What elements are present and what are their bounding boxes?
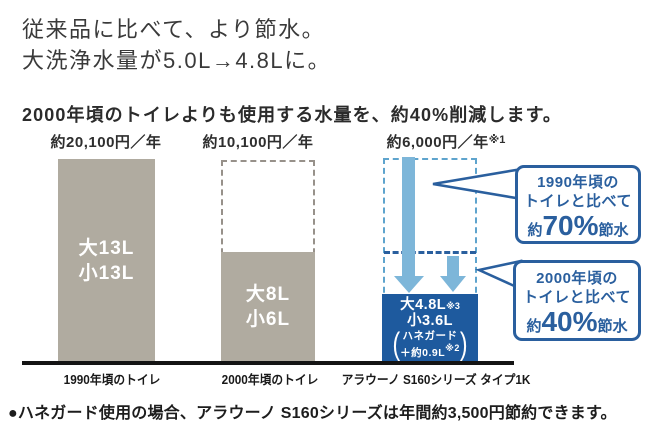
saving-arrow-1990-head xyxy=(394,276,424,293)
haneguard-extra-text: ＋約0.9L xyxy=(400,346,446,359)
subtitle: 2000年頃のトイレよりも使用する水量を、約40%削減します。 xyxy=(22,105,563,125)
cost-label-arauno-text: 約6,000円／年 xyxy=(386,134,489,151)
cost-label-arauno: 約6,000円／年※1 xyxy=(387,131,506,152)
bar-2000: 大8L 小6L xyxy=(221,252,315,362)
saving-arrow-2000-head xyxy=(440,276,466,292)
bar-arauno-large-flush: 大4.8L xyxy=(400,296,447,313)
paren-close: ) xyxy=(459,325,468,361)
callout-70-line2: トイレと比べて xyxy=(524,193,632,210)
page-title: 従来品に比べて、より節水。 大洗浄水量が5.0L→4.8Lに。 xyxy=(22,14,331,76)
category-label-2000: 2000年頃のトイレ xyxy=(221,373,319,387)
bar-arauno: 大4.8L ※3 小3.6L ( ハネガード ＋約0.9L※2 ) xyxy=(382,294,478,362)
callout-40-suffix: 節水 xyxy=(597,318,628,335)
callout-40-line2: トイレと比べて xyxy=(523,289,631,306)
bar-arauno-small-flush: 小3.6L xyxy=(406,312,453,329)
cost-label-1990: 約20,100円／年 xyxy=(50,134,162,151)
cost-label-2000: 約10,100円／年 xyxy=(202,134,314,151)
footnote-ref-2: ※2 xyxy=(445,342,460,353)
callout-70-value: 約70%節水 xyxy=(518,211,638,245)
callout-40-prefix: 約 xyxy=(526,318,542,335)
saving-arrow-2000-shaft xyxy=(447,256,459,277)
callout-70-suffix: 節水 xyxy=(598,222,629,239)
category-label-arauno: アラウーノ S160シリーズ タイプ1K xyxy=(341,373,531,387)
callout-70-line1: 1990年頃の xyxy=(537,174,619,191)
bar-2000-large-flush: 大8L xyxy=(245,284,291,305)
callout-70-percent-value: 70% xyxy=(542,210,599,241)
footnote-ref-3: ※3 xyxy=(446,300,460,311)
category-label-1990: 1990年頃のトイレ xyxy=(63,373,161,387)
level-2000-dashed-line xyxy=(384,251,476,254)
callout-40-percent-value: 40% xyxy=(541,306,598,337)
footnote-ref-1: ※1 xyxy=(488,134,506,146)
bar-arauno-haneguard: ハネガード xyxy=(402,329,458,342)
bar-arauno-haneguard-extra: ＋約0.9L※2 xyxy=(400,342,460,359)
bar-2000-small-flush: 小6L xyxy=(245,309,291,330)
bar-1990: 大13L 小13L xyxy=(58,159,155,362)
callout-40-value: 約40%節水 xyxy=(516,307,638,341)
title-line-1: 従来品に比べて、より節水。 xyxy=(22,17,326,42)
callout-70-prefix: 約 xyxy=(527,222,543,239)
saving-arrow-1990-shaft xyxy=(402,157,415,277)
footnote: ●ハネガード使用の場合、アラウーノ S160シリーズは年間約3,500円節約でき… xyxy=(8,405,617,422)
callout-70-percent: 1990年頃の トイレと比べて 約70%節水 xyxy=(515,165,641,244)
bar-1990-small-flush: 小13L xyxy=(78,262,135,284)
callout-40-line1: 2000年頃の xyxy=(536,270,618,287)
title-line-2: 大洗浄水量が5.0L→4.8Lに。 xyxy=(22,48,332,73)
callout-40-percent: 2000年頃の トイレと比べて 約40%節水 xyxy=(513,260,641,341)
bar-1990-large-flush: 大13L xyxy=(78,237,135,259)
paren-open: ( xyxy=(392,325,401,361)
x-axis-baseline xyxy=(22,361,514,365)
